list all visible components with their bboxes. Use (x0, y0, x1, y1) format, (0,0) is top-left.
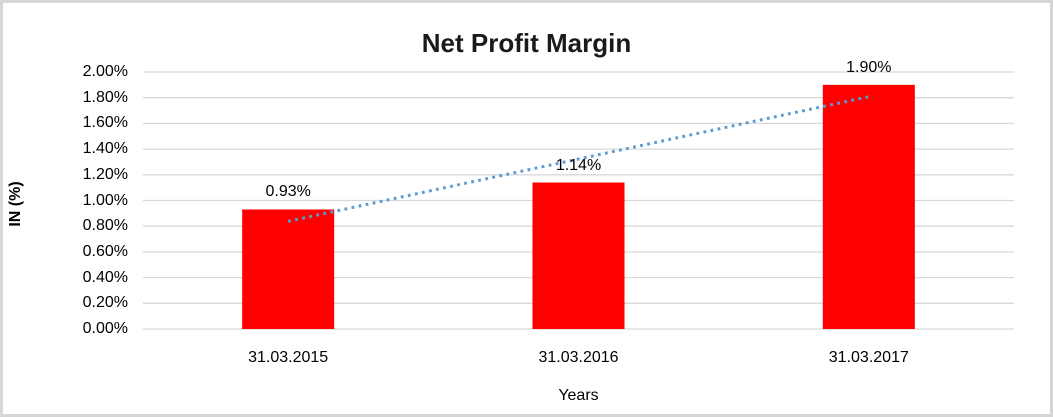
y-axis-tick-label: 0.80% (82, 217, 128, 235)
x-axis-title: Years (558, 387, 599, 404)
y-axis-tick-label: 2.00% (82, 63, 128, 80)
x-axis-tick-label: 31.03.2017 (828, 349, 909, 366)
bar-value-label: 1.14% (555, 156, 602, 174)
y-axis-tick-label: 0.60% (82, 242, 128, 260)
y-axis-tick-label: 0.40% (82, 268, 128, 286)
bar-31.03.2015 (242, 209, 335, 329)
bar-value-label: 1.90% (846, 58, 892, 76)
plot-area (143, 71, 1014, 330)
y-axis-tick-label: 1.40% (82, 140, 128, 158)
y-axis-tick-label: 0.20% (82, 294, 128, 312)
bar-31.03.2017 (822, 84, 915, 329)
y-axis-tick-label: 1.80% (82, 88, 128, 106)
x-axis-tick-label: 31.03.2016 (538, 349, 619, 366)
x-axis-tick-label: 31.03.2015 (248, 349, 329, 366)
bar-value-label: 0.93% (265, 183, 311, 201)
bar-31.03.2016 (532, 182, 625, 329)
y-axis-tick-label: 1.20% (82, 165, 128, 183)
y-axis-tick-label: 0.00% (82, 320, 128, 337)
trendline (287, 95, 870, 223)
y-axis-tick-label: 1.00% (82, 191, 128, 209)
y-axis-tick-label: 1.60% (82, 114, 128, 132)
chart-title: Net Profit Margin (421, 28, 632, 58)
